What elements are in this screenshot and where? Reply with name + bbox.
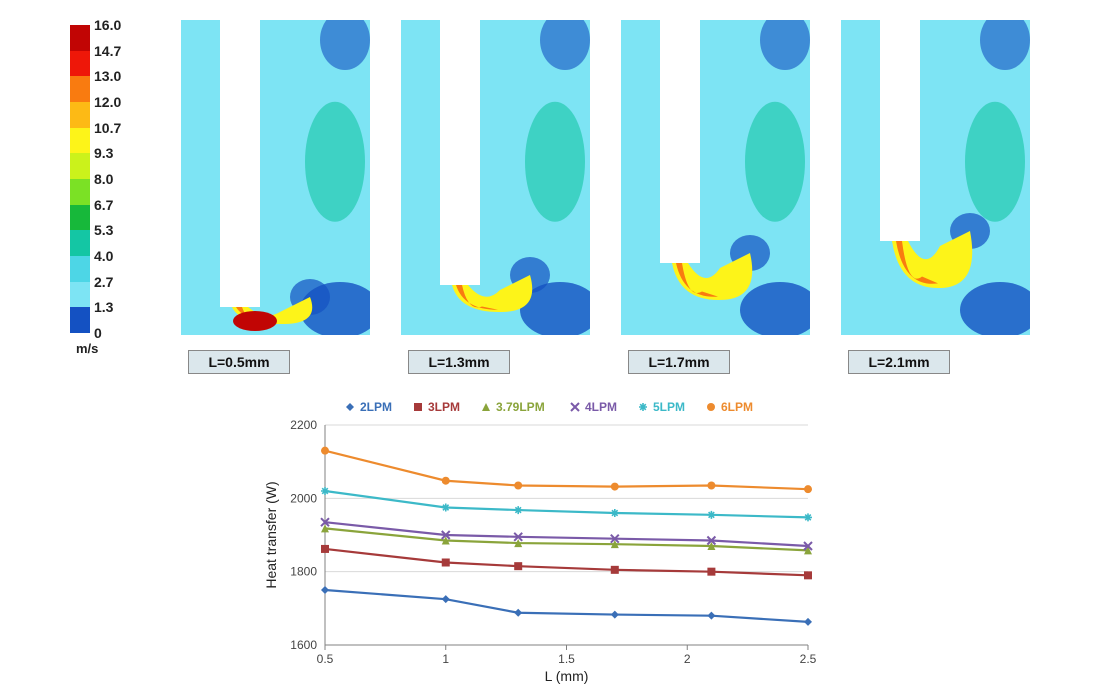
colorbar-tick: 5.3 bbox=[94, 223, 113, 237]
legend-label: 6LPM bbox=[721, 400, 753, 414]
panel-label-0: L=0.5mm bbox=[188, 350, 290, 374]
ytick-label: 2200 bbox=[290, 418, 317, 432]
series-line bbox=[325, 451, 808, 490]
ytick-label: 1800 bbox=[290, 565, 317, 579]
colorbar-tick: 13.0 bbox=[94, 69, 121, 83]
colorbar-strip bbox=[70, 25, 90, 333]
colorbar-tick: 16.0 bbox=[94, 18, 121, 32]
contour-panel-2 bbox=[615, 20, 820, 335]
contour-panel-1 bbox=[395, 20, 600, 335]
contour-panel-0 bbox=[175, 20, 380, 335]
series-line bbox=[325, 522, 808, 546]
colorbar-segment bbox=[70, 307, 90, 333]
legend-label: 3.79LPM bbox=[496, 400, 545, 414]
colorbar-segment bbox=[70, 230, 90, 256]
ytick-label: 2000 bbox=[290, 491, 317, 505]
panel-label-2: L=1.7mm bbox=[628, 350, 730, 374]
chart-svg: 1600 1800 2000 2200 0.5 1 1.5 2 2.5 L (mm) Heat tr… bbox=[260, 395, 820, 685]
contour-panel-3 bbox=[835, 20, 1040, 335]
line-chart: 1600 1800 2000 2200 0.5 1 1.5 2 2.5 L (mm) Heat tr… bbox=[260, 395, 820, 685]
xtick-label: 2 bbox=[684, 652, 691, 666]
colorbar-segment bbox=[70, 102, 90, 128]
colorbar-segment bbox=[70, 25, 90, 51]
xtick-label: 2.5 bbox=[800, 652, 817, 666]
series-line bbox=[325, 528, 808, 550]
colorbar-tick: 1.3 bbox=[94, 300, 113, 314]
colorbar-tick: 10.7 bbox=[94, 121, 121, 135]
legend-label: 4LPM bbox=[585, 400, 617, 414]
xlabel: L (mm) bbox=[545, 668, 589, 684]
series-line bbox=[325, 491, 808, 517]
colorbar-segment bbox=[70, 51, 90, 77]
colorbar-tick: 2.7 bbox=[94, 275, 113, 289]
series-line bbox=[325, 590, 808, 622]
xtick-label: 0.5 bbox=[317, 652, 334, 666]
colorbar-tick: 9.3 bbox=[94, 146, 113, 160]
ylabel: Heat transfer (W) bbox=[263, 481, 279, 588]
ytick-label: 1600 bbox=[290, 638, 317, 652]
contour-panels-region: 16.0 14.7 13.0 12.0 10.7 9.3 8.0 6.7 5.3 4.0 2.7 1.… bbox=[70, 20, 1070, 380]
xtick-label: 1 bbox=[442, 652, 449, 666]
colorbar-segment bbox=[70, 205, 90, 231]
colorbar-segment bbox=[70, 76, 90, 102]
panel-label-3: L=2.1mm bbox=[848, 350, 950, 374]
colorbar-tick: 14.7 bbox=[94, 44, 121, 58]
colorbar-tick: 4.0 bbox=[94, 249, 113, 263]
colorbar-tick: 8.0 bbox=[94, 172, 113, 186]
colorbar-tick: 12.0 bbox=[94, 95, 121, 109]
colorbar-segment bbox=[70, 282, 90, 308]
colorbar-segment bbox=[70, 153, 90, 179]
colorbar-tick: 0 bbox=[94, 326, 102, 340]
colorbar-segment bbox=[70, 128, 90, 154]
legend-label: 5LPM bbox=[653, 400, 685, 414]
colorbar-segment bbox=[70, 179, 90, 205]
panel-label-1: L=1.3mm bbox=[408, 350, 510, 374]
legend-label: 3LPM bbox=[428, 400, 460, 414]
colorbar-unit: m/s bbox=[76, 341, 98, 356]
xtick-label: 1.5 bbox=[558, 652, 575, 666]
legend-label: 2LPM bbox=[360, 400, 392, 414]
colorbar: 16.014.713.012.010.79.38.06.75.34.02.71.… bbox=[70, 25, 160, 333]
colorbar-segment bbox=[70, 256, 90, 282]
colorbar-tick: 6.7 bbox=[94, 198, 113, 212]
